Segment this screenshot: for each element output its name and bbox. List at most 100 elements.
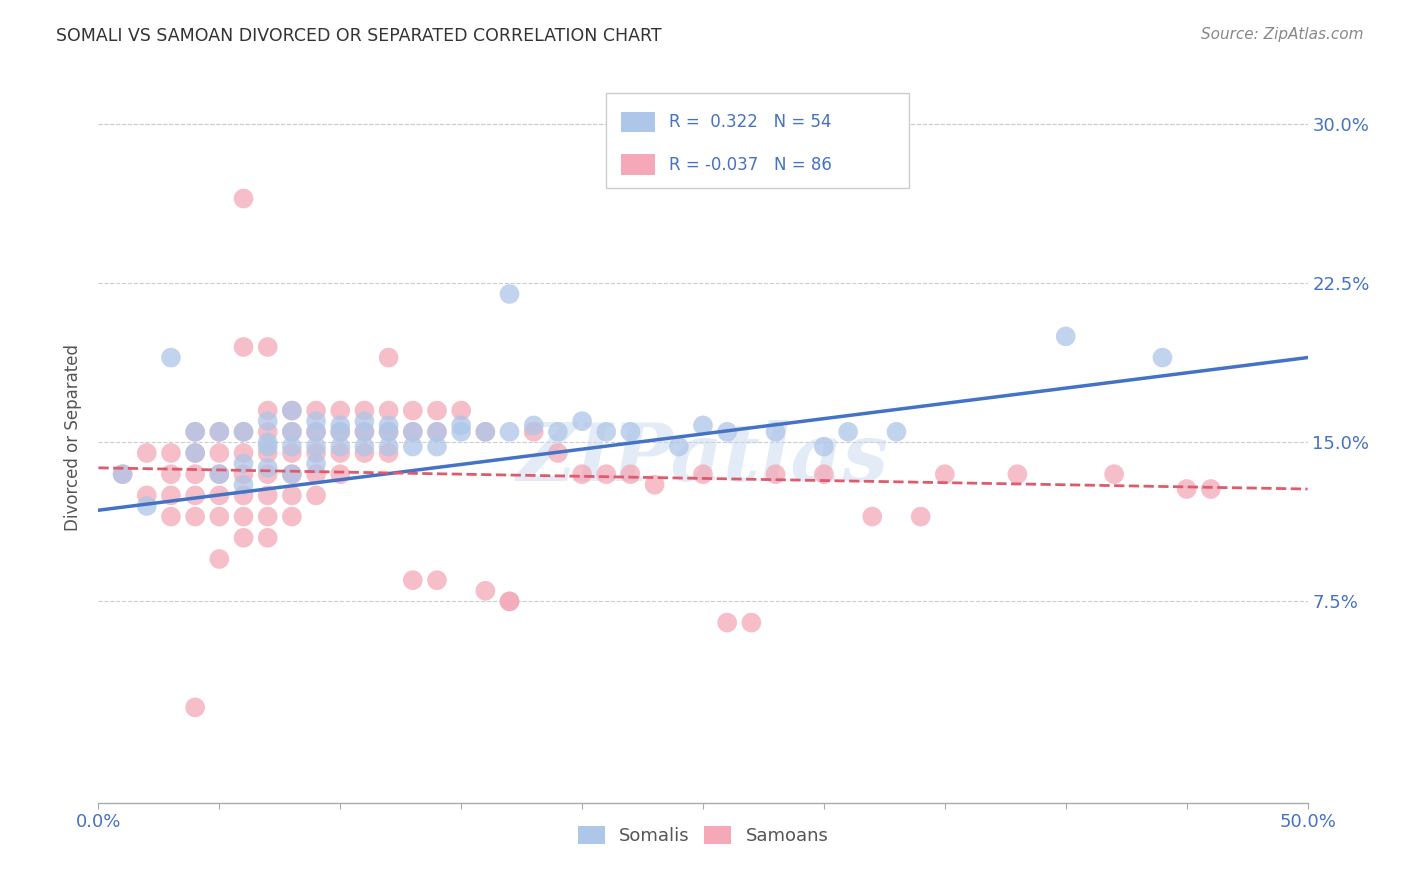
Point (256, 414, 278, 428)
Point (377, 351, 399, 365)
FancyBboxPatch shape (621, 112, 655, 132)
Point (184, 425, 207, 439)
Point (1102, 467, 1125, 482)
Point (111, 467, 134, 482)
Point (208, 488, 231, 502)
Point (329, 418, 352, 433)
Point (305, 414, 328, 428)
Point (184, 509, 207, 524)
Point (377, 403, 399, 417)
Text: ZIPatlas: ZIPatlas (517, 420, 889, 498)
Point (860, 509, 883, 524)
Point (208, 446, 231, 460)
Point (571, 414, 593, 428)
FancyBboxPatch shape (606, 94, 908, 188)
Point (281, 467, 304, 482)
Point (498, 594, 520, 608)
Point (160, 509, 183, 524)
Point (160, 467, 183, 482)
Point (329, 446, 352, 460)
Point (281, 509, 304, 524)
Text: R = -0.037   N = 86: R = -0.037 N = 86 (669, 155, 832, 174)
Point (208, 425, 231, 439)
Point (329, 425, 352, 439)
Point (256, 467, 278, 482)
Point (426, 573, 449, 587)
Point (305, 488, 328, 502)
Point (256, 435, 278, 450)
Point (402, 403, 425, 417)
Point (353, 440, 375, 454)
Point (184, 488, 207, 502)
Point (232, 457, 254, 471)
Point (910, 509, 932, 524)
Point (523, 425, 546, 439)
Point (281, 488, 304, 502)
Point (184, 700, 207, 714)
Point (184, 446, 207, 460)
Point (1007, 467, 1029, 482)
Point (160, 351, 183, 365)
Point (450, 425, 472, 439)
Point (426, 425, 449, 439)
Point (377, 425, 399, 439)
Point (595, 467, 617, 482)
Point (232, 446, 254, 460)
Point (450, 418, 472, 433)
Point (402, 425, 425, 439)
Point (619, 425, 641, 439)
Point (256, 460, 278, 475)
Point (450, 403, 472, 417)
Point (377, 446, 399, 460)
Point (353, 403, 375, 417)
Point (934, 467, 956, 482)
Point (256, 425, 278, 439)
Point (1199, 482, 1222, 496)
Point (256, 340, 278, 354)
Point (353, 414, 375, 428)
Point (426, 403, 449, 417)
Point (474, 425, 496, 439)
Point (595, 425, 617, 439)
Point (668, 440, 690, 454)
Point (305, 457, 328, 471)
Point (232, 488, 254, 502)
Y-axis label: Divorced or Separated: Divorced or Separated (65, 343, 83, 531)
Point (281, 425, 304, 439)
Point (426, 440, 449, 454)
Point (813, 467, 835, 482)
Point (232, 192, 254, 206)
FancyBboxPatch shape (621, 154, 655, 175)
Point (740, 615, 762, 630)
Point (305, 440, 328, 454)
Point (1175, 482, 1198, 496)
Point (256, 440, 278, 454)
Point (135, 446, 157, 460)
Point (886, 425, 908, 439)
Point (208, 552, 231, 566)
Point (256, 488, 278, 502)
Point (135, 499, 157, 513)
Point (1152, 351, 1174, 365)
Point (426, 425, 449, 439)
Point (281, 403, 304, 417)
Point (377, 425, 399, 439)
Point (281, 446, 304, 460)
Point (547, 446, 569, 460)
Point (329, 467, 352, 482)
Point (498, 425, 520, 439)
Point (523, 418, 546, 433)
Point (305, 425, 328, 439)
Point (208, 467, 231, 482)
Point (256, 403, 278, 417)
Point (184, 467, 207, 482)
Point (716, 615, 738, 630)
Point (256, 446, 278, 460)
Point (377, 418, 399, 433)
Point (232, 340, 254, 354)
Text: Source: ZipAtlas.com: Source: ZipAtlas.com (1201, 27, 1364, 42)
Point (353, 425, 375, 439)
Point (716, 425, 738, 439)
Legend: Somalis, Samoans: Somalis, Samoans (571, 819, 835, 852)
Text: R =  0.322   N = 54: R = 0.322 N = 54 (669, 112, 831, 131)
